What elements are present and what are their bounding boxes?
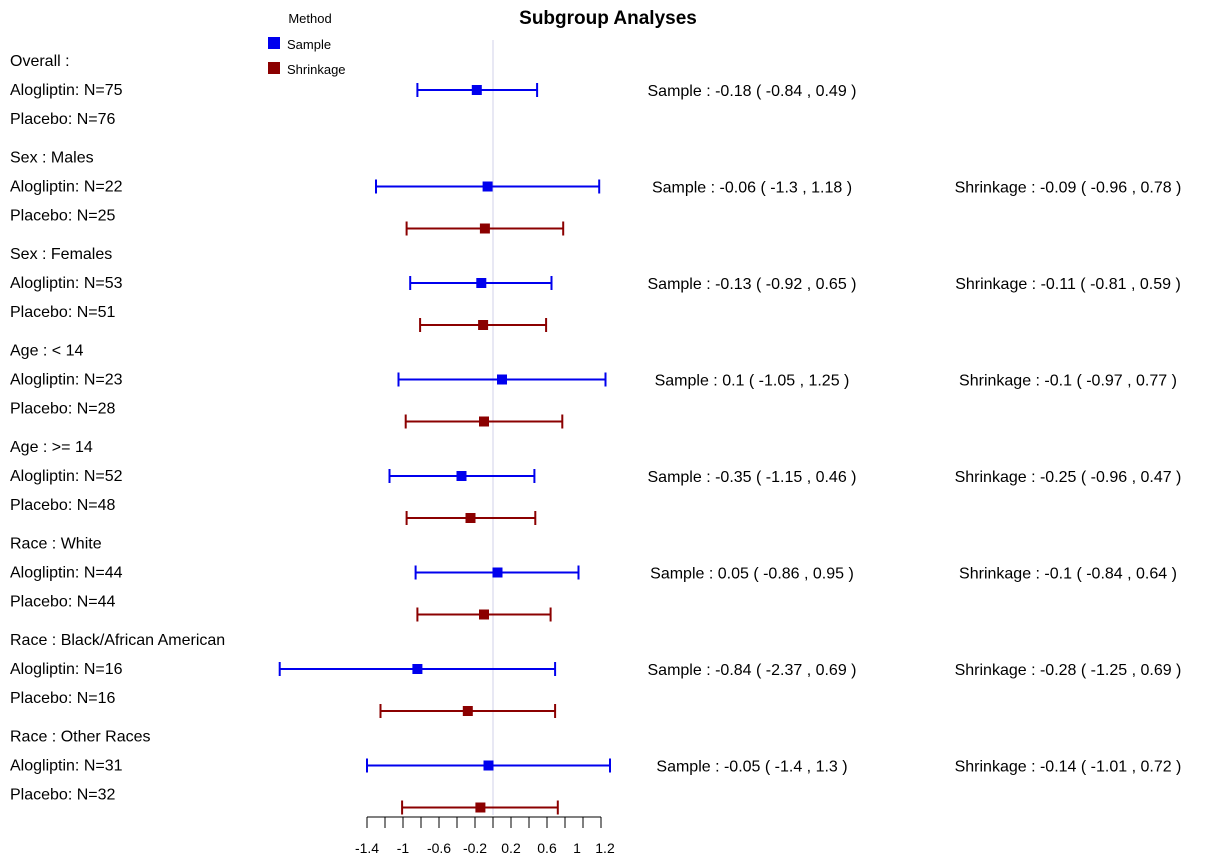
x-tick-label: 1 xyxy=(573,840,581,856)
subgroup-header: Age : >= 14 xyxy=(10,439,93,456)
arm-label-placebo: Placebo: N=16 xyxy=(10,690,116,707)
sample-estimate-label: Sample : -0.35 ( -1.15 , 0.46 ) xyxy=(648,469,857,486)
shrinkage-point-estimate xyxy=(479,416,489,427)
subgroup-row: Race : Black/African American Alogliptin:… xyxy=(10,632,1181,718)
subgroup-row: Sex : Males Alogliptin: N=22 Placebo: N=25… xyxy=(10,150,1181,236)
sample-estimate-label: Sample : 0.05 ( -0.86 , 0.95 ) xyxy=(650,566,854,583)
arm-label-alogliptin: Alogliptin: N=31 xyxy=(10,758,123,775)
shrinkage-point-estimate xyxy=(479,223,490,234)
sample-estimate-label: Sample : -0.05 ( -1.4 , 1.3 ) xyxy=(656,759,847,776)
arm-label-placebo: Placebo: N=51 xyxy=(10,304,116,321)
subgroup-row: Race : White Alogliptin: N=44 Placebo: N=4… xyxy=(10,536,1177,622)
legend-swatch-shrinkage xyxy=(268,62,280,74)
subgroup-row: Sex : Females Alogliptin: N=53 Placebo: N=… xyxy=(10,246,1181,332)
subgroup-header: Overall : xyxy=(10,53,70,70)
x-axis: -1.4 -1 -0.6 -0.2 0.2 0.6 1 1.2 xyxy=(355,816,615,856)
arm-label-placebo: Placebo: N=28 xyxy=(10,401,116,418)
sample-estimate-label: Sample : -0.06 ( -1.3 , 1.18 ) xyxy=(652,180,852,197)
sample-point-estimate xyxy=(476,278,487,288)
shrinkage-estimate-label: Shrinkage : -0.11 ( -0.81 , 0.59 ) xyxy=(955,276,1181,293)
subgroup-header: Sex : Females xyxy=(10,246,112,263)
x-tick-label: -1.4 xyxy=(355,840,379,856)
subgroup-header: Age : < 14 xyxy=(10,343,83,360)
sample-estimate-label: Sample : -0.13 ( -0.92 , 0.65 ) xyxy=(648,276,857,293)
shrinkage-point-estimate xyxy=(465,513,476,523)
shrinkage-point-estimate xyxy=(462,706,473,716)
arm-label-placebo: Placebo: N=76 xyxy=(10,111,116,128)
subgroup-row: Age : >= 14 Alogliptin: N=52 Placebo: N=48… xyxy=(10,439,1181,525)
sample-estimate-label: Sample : 0.1 ( -1.05 , 1.25 ) xyxy=(655,373,850,390)
subgroup-header: Race : Other Races xyxy=(10,729,151,746)
shrinkage-point-estimate xyxy=(479,609,489,620)
arm-label-alogliptin: Alogliptin: N=22 xyxy=(10,179,123,196)
legend-label-shrinkage: Shrinkage xyxy=(287,62,346,77)
arm-label-alogliptin: Alogliptin: N=53 xyxy=(10,275,123,292)
legend-title: Method xyxy=(288,11,331,26)
sample-point-estimate xyxy=(412,664,423,674)
sample-point-estimate xyxy=(482,181,493,192)
shrinkage-estimate-label: Shrinkage : -0.1 ( -0.84 , 0.64 ) xyxy=(959,566,1177,583)
x-tick-label: -0.2 xyxy=(463,840,487,856)
legend-label-sample: Sample xyxy=(287,37,331,52)
arm-label-placebo: Placebo: N=48 xyxy=(10,497,116,514)
shrinkage-estimate-label: Shrinkage : -0.28 ( -1.25 , 0.69 ) xyxy=(955,662,1182,679)
arm-label-placebo: Placebo: N=25 xyxy=(10,208,116,225)
arm-label-alogliptin: Alogliptin: N=16 xyxy=(10,661,123,678)
sample-point-estimate xyxy=(492,567,503,578)
shrinkage-estimate-label: Shrinkage : -0.09 ( -0.96 , 0.78 ) xyxy=(955,180,1182,197)
subgroup-header: Race : White xyxy=(10,536,102,553)
shrinkage-point-estimate xyxy=(478,320,489,330)
arm-label-alogliptin: Alogliptin: N=75 xyxy=(10,82,123,99)
x-tick-label: 0.6 xyxy=(537,840,557,856)
sample-estimate-label: Sample : -0.84 ( -2.37 , 0.69 ) xyxy=(648,662,857,679)
sample-point-estimate xyxy=(483,760,494,771)
x-tick-label: -0.6 xyxy=(427,840,451,856)
sample-point-estimate xyxy=(471,85,482,95)
subgroup-row: Race : Other Races Alogliptin: N=31 Placeb… xyxy=(10,729,1181,815)
x-tick-label: 1.2 xyxy=(595,840,615,856)
shrinkage-estimate-label: Shrinkage : -0.14 ( -1.01 , 0.72 ) xyxy=(955,759,1182,776)
legend: Method Sample Shrinkage xyxy=(268,11,346,77)
arm-label-alogliptin: Alogliptin: N=23 xyxy=(10,372,123,389)
shrinkage-estimate-label: Shrinkage : -0.25 ( -0.96 , 0.47 ) xyxy=(955,469,1182,486)
sample-point-estimate xyxy=(497,374,507,385)
chart-title: Subgroup Analyses xyxy=(519,8,697,29)
x-tick-label: -1 xyxy=(397,840,410,856)
subgroup-row: Overall : Alogliptin: N=75 Placebo: N=76 Sa… xyxy=(10,53,857,128)
subgroup-rows: Overall : Alogliptin: N=75 Placebo: N=76 Sa… xyxy=(10,53,1181,815)
subgroup-header: Race : Black/African American xyxy=(10,632,225,649)
subgroup-row: Age : < 14 Alogliptin: N=23 Placebo: N=28 S… xyxy=(10,343,1177,429)
subgroup-header: Sex : Males xyxy=(10,150,94,167)
sample-point-estimate xyxy=(456,471,467,481)
arm-label-placebo: Placebo: N=44 xyxy=(10,594,116,611)
arm-label-alogliptin: Alogliptin: N=52 xyxy=(10,468,123,485)
sample-estimate-label: Sample : -0.18 ( -0.84 , 0.49 ) xyxy=(648,83,857,100)
shrinkage-estimate-label: Shrinkage : -0.1 ( -0.97 , 0.77 ) xyxy=(959,373,1177,390)
arm-label-alogliptin: Alogliptin: N=44 xyxy=(10,565,123,582)
legend-swatch-sample xyxy=(268,37,280,49)
arm-label-placebo: Placebo: N=32 xyxy=(10,787,116,804)
shrinkage-point-estimate xyxy=(475,802,486,813)
x-tick-label: 0.2 xyxy=(501,840,521,856)
